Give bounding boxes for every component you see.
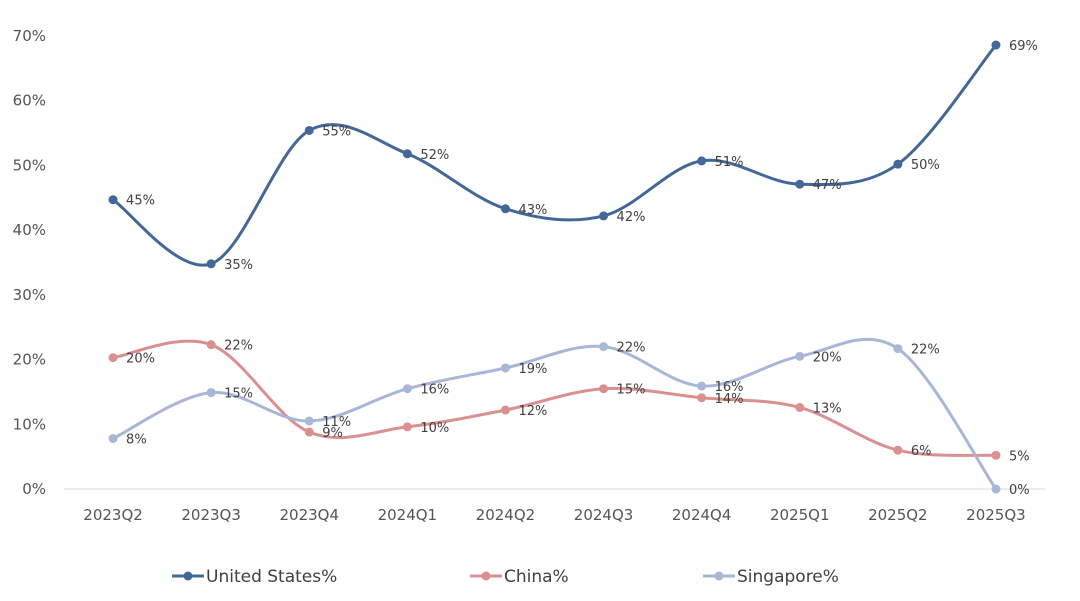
data-label-united-states: 50%: [911, 158, 940, 173]
data-label-united-states: 52%: [420, 148, 449, 163]
axis-layer: 0% 10% 20% 30% 40% 50% 60% 70% 2023Q2 2023Q3 2023Q…: [13, 27, 1045, 524]
data-label-singapore: 0%: [1009, 483, 1030, 498]
data-point-china: [893, 445, 903, 455]
data-point-china: [402, 422, 412, 432]
data-point-china: [304, 427, 314, 437]
data-label-united-states: 43%: [518, 203, 547, 218]
data-label-united-states: 45%: [126, 194, 155, 209]
x-tick-label: 2024Q1: [378, 506, 438, 524]
data-label-singapore: 15%: [224, 387, 253, 402]
y-tick-label: 70%: [13, 27, 46, 45]
data-label-china: 6%: [911, 444, 932, 459]
legend-label-china: China%: [504, 567, 569, 587]
x-tick-label: 2023Q4: [279, 506, 339, 524]
series-line-china: [111, 339, 998, 457]
x-tick-label: 2025Q3: [966, 506, 1026, 524]
y-tick-label: 10%: [13, 415, 46, 433]
y-tick-label: 0%: [22, 480, 46, 498]
data-point-united-states: [697, 156, 707, 166]
data-point-singapore: [500, 363, 510, 373]
y-tick-label: 60%: [13, 92, 46, 110]
data-point-china: [500, 405, 510, 415]
data-point-united-states: [206, 259, 216, 269]
data-label-singapore: 16%: [420, 383, 449, 398]
series-line-singapore: [111, 337, 998, 491]
data-point-china: [697, 393, 707, 403]
x-tick-label: 2024Q3: [574, 506, 634, 524]
y-tick-label: 20%: [13, 351, 46, 369]
data-point-united-states: [599, 211, 609, 221]
data-label-singapore: 19%: [518, 362, 547, 377]
data-point-china: [206, 340, 216, 350]
data-point-united-states: [795, 179, 805, 189]
legend-marker-singapore: [714, 571, 724, 581]
data-label-china: 12%: [518, 404, 547, 419]
y-tick-label: 40%: [13, 221, 46, 239]
x-tick-label: 2024Q4: [672, 506, 732, 524]
data-label-china: 5%: [1009, 449, 1030, 464]
data-label-united-states: 47%: [813, 178, 842, 193]
data-point-united-states: [893, 159, 903, 169]
y-tick-label: 30%: [13, 286, 46, 304]
legend-label-united-states: United States%: [206, 567, 337, 587]
data-point-china: [991, 450, 1001, 460]
data-label-singapore: 8%: [126, 433, 147, 448]
data-label-singapore: 20%: [813, 350, 842, 365]
data-label-singapore: 16%: [715, 380, 744, 395]
data-label-china: 9%: [322, 426, 343, 441]
data-label-china: 15%: [617, 383, 646, 398]
legend-marker-china: [481, 571, 491, 581]
data-point-singapore: [697, 381, 707, 391]
data-point-singapore: [991, 484, 1001, 494]
data-point-singapore: [599, 342, 609, 352]
data-point-china: [795, 402, 805, 412]
x-tick-label: 2023Q3: [181, 506, 241, 524]
data-label-united-states: 42%: [617, 210, 646, 225]
x-tick-label: 2024Q2: [476, 506, 536, 524]
data-point-china: [599, 384, 609, 394]
data-label-united-states: 55%: [322, 124, 351, 139]
y-tick-label: 50%: [13, 156, 46, 174]
data-label-singapore: 22%: [617, 341, 646, 356]
data-label-singapore: 11%: [322, 415, 351, 430]
data-point-united-states: [500, 204, 510, 214]
x-tick-label: 2025Q1: [770, 506, 830, 524]
data-label-china: 10%: [420, 421, 449, 436]
data-point-united-states: [991, 40, 1001, 50]
series-layer: [108, 40, 1001, 494]
data-point-united-states: [108, 195, 118, 205]
data-label-layer: 45% 35% 55% 52% 43% 42% 51% 47% 50% 69% 20% 22% 9% 10…: [126, 39, 1038, 498]
series-line-united-states: [111, 43, 998, 267]
legend: United States% China% Singapore%: [172, 567, 839, 587]
data-label-china: 20%: [126, 352, 155, 367]
data-point-singapore: [795, 351, 805, 361]
x-tick-label: 2025Q2: [868, 506, 928, 524]
x-tick-label: 2023Q2: [83, 506, 143, 524]
data-point-singapore: [893, 344, 903, 354]
data-label-china: 14%: [715, 392, 744, 407]
data-label-china: 22%: [224, 339, 253, 354]
data-label-china: 13%: [813, 401, 842, 416]
data-point-singapore: [304, 416, 314, 426]
data-point-united-states: [304, 125, 314, 135]
data-point-united-states: [402, 149, 412, 159]
data-label-united-states: 69%: [1009, 39, 1038, 54]
data-label-singapore: 22%: [911, 343, 940, 358]
data-point-singapore: [108, 434, 118, 444]
data-label-united-states: 51%: [715, 155, 744, 170]
data-point-china: [108, 353, 118, 363]
legend-label-singapore: Singapore%: [737, 567, 839, 587]
legend-marker-united-states: [183, 571, 193, 581]
data-point-singapore: [402, 384, 412, 394]
data-label-united-states: 35%: [224, 258, 253, 273]
data-point-singapore: [206, 388, 216, 398]
